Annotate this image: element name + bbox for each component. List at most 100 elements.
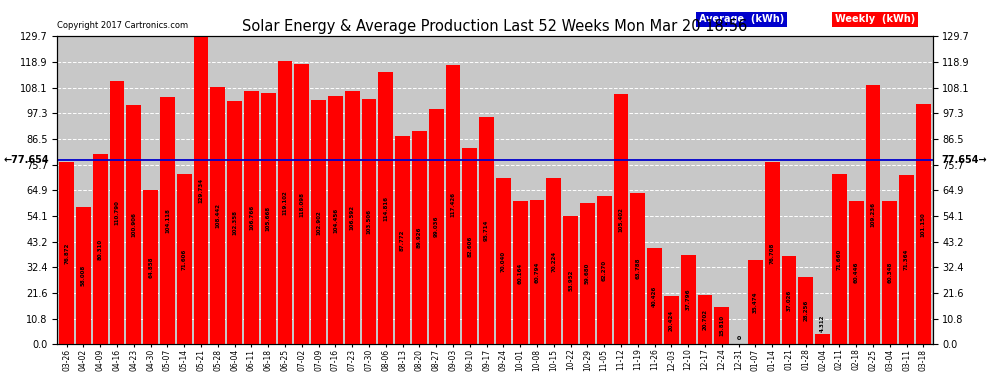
Text: Copyright 2017 Cartronics.com: Copyright 2017 Cartronics.com <box>57 21 188 30</box>
Bar <box>681 255 696 344</box>
Text: 106.592: 106.592 <box>349 205 354 230</box>
Bar <box>260 93 275 344</box>
Text: 20.702: 20.702 <box>703 309 708 330</box>
Bar <box>832 174 846 344</box>
Text: Average  (kWh): Average (kWh) <box>699 14 784 24</box>
Bar <box>311 100 326 344</box>
Bar <box>294 64 309 344</box>
Bar <box>580 202 595 344</box>
Text: 129.734: 129.734 <box>199 178 204 203</box>
Text: 0: 0 <box>737 336 741 341</box>
Text: 95.714: 95.714 <box>484 220 489 242</box>
Text: 37.796: 37.796 <box>686 289 691 310</box>
Text: 80.310: 80.310 <box>98 238 103 260</box>
Bar <box>328 96 343 344</box>
Text: 117.426: 117.426 <box>450 192 455 217</box>
Text: 99.036: 99.036 <box>434 216 439 237</box>
Bar <box>378 72 393 344</box>
Text: 105.402: 105.402 <box>619 207 624 232</box>
Text: 53.952: 53.952 <box>568 270 573 291</box>
Text: 104.456: 104.456 <box>333 208 338 233</box>
Text: 77.654→: 77.654→ <box>941 155 987 165</box>
Title: Solar Energy & Average Production Last 52 Weeks Mon Mar 20 18:56: Solar Energy & Average Production Last 5… <box>243 19 747 34</box>
Bar <box>798 277 813 344</box>
Bar <box>59 162 74 344</box>
Bar <box>177 174 192 344</box>
Bar <box>631 193 645 344</box>
Text: 62.270: 62.270 <box>602 260 607 281</box>
Bar <box>715 307 730 344</box>
Bar <box>345 91 359 344</box>
Text: 70.224: 70.224 <box>551 251 556 272</box>
Bar <box>110 81 125 344</box>
Text: 114.816: 114.816 <box>383 195 388 220</box>
Bar <box>160 97 175 344</box>
Text: 87.772: 87.772 <box>400 230 405 251</box>
Bar <box>614 94 629 344</box>
Text: 20.424: 20.424 <box>669 310 674 331</box>
Text: 102.902: 102.902 <box>316 210 321 235</box>
Text: 89.926: 89.926 <box>417 227 422 248</box>
Bar <box>245 91 258 344</box>
Bar <box>647 248 662 344</box>
Bar <box>446 66 460 344</box>
Text: 15.810: 15.810 <box>720 315 725 336</box>
Bar <box>127 105 142 344</box>
Bar <box>194 36 209 344</box>
Bar <box>429 109 444 344</box>
Text: 60.446: 60.446 <box>853 262 858 283</box>
Text: 4.312: 4.312 <box>820 314 825 332</box>
Text: 118.098: 118.098 <box>299 192 304 217</box>
Bar <box>597 196 612 344</box>
Bar <box>277 62 292 344</box>
Text: 100.906: 100.906 <box>132 212 137 237</box>
Text: 59.680: 59.680 <box>585 263 590 284</box>
Bar <box>144 190 158 344</box>
Text: 60.348: 60.348 <box>887 262 892 284</box>
Text: 71.606: 71.606 <box>182 249 187 270</box>
Bar <box>513 201 528 344</box>
Text: 101.150: 101.150 <box>921 212 926 237</box>
Bar <box>462 148 477 344</box>
Bar <box>916 104 931 344</box>
Bar <box>228 101 242 344</box>
Bar <box>882 201 897 344</box>
Bar <box>412 131 427 344</box>
Text: 119.102: 119.102 <box>282 190 287 215</box>
Text: ←77.654: ←77.654 <box>3 155 49 165</box>
Bar <box>530 200 544 344</box>
Bar <box>76 207 91 344</box>
Bar <box>815 334 830 344</box>
Bar <box>748 260 762 344</box>
Text: 63.788: 63.788 <box>636 258 641 279</box>
Bar <box>664 296 679 344</box>
Text: 104.118: 104.118 <box>165 208 170 233</box>
Bar <box>479 117 494 344</box>
Text: Weekly  (kWh): Weekly (kWh) <box>835 14 915 24</box>
Text: 109.236: 109.236 <box>870 202 875 227</box>
Text: 110.790: 110.790 <box>115 200 120 225</box>
Bar <box>865 85 880 344</box>
Text: 108.442: 108.442 <box>216 203 221 228</box>
Text: 64.858: 64.858 <box>148 256 153 278</box>
Text: 60.794: 60.794 <box>535 261 540 283</box>
Bar <box>496 178 511 344</box>
Text: 60.164: 60.164 <box>518 262 523 284</box>
Text: 40.426: 40.426 <box>652 286 657 307</box>
Bar <box>211 87 226 344</box>
Text: 105.668: 105.668 <box>265 206 270 231</box>
Bar <box>395 136 410 344</box>
Text: 70.040: 70.040 <box>501 251 506 272</box>
Text: 102.358: 102.358 <box>233 210 238 236</box>
Text: 76.872: 76.872 <box>64 242 69 264</box>
Text: 35.474: 35.474 <box>752 291 757 313</box>
Text: 71.660: 71.660 <box>837 249 842 270</box>
Bar <box>361 99 376 344</box>
Bar <box>93 154 108 344</box>
Bar <box>698 295 713 344</box>
Bar <box>781 256 796 344</box>
Bar <box>764 162 779 344</box>
Bar <box>848 201 863 344</box>
Text: 37.026: 37.026 <box>786 290 791 311</box>
Text: 58.008: 58.008 <box>81 265 86 286</box>
